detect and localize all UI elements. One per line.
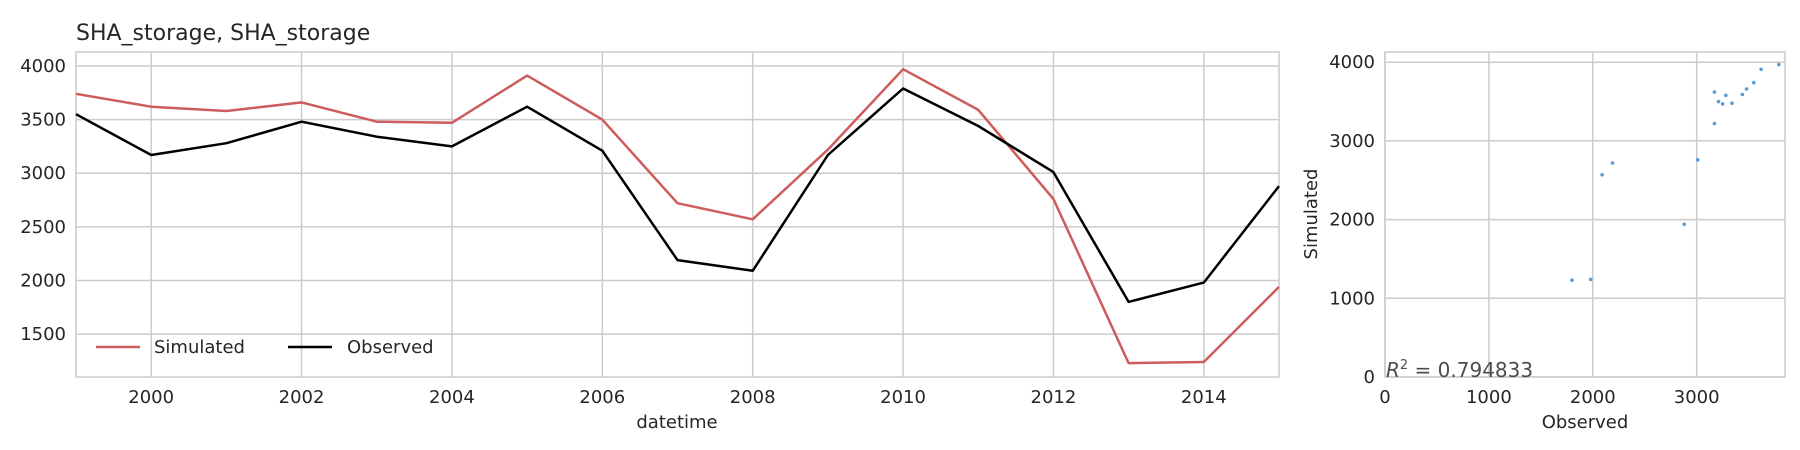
scatter-point bbox=[1712, 121, 1717, 126]
line-chart-y-ticks: 1500 2000 2500 3000 3500 4000 bbox=[20, 56, 66, 345]
x-tick-label: 2004 bbox=[429, 387, 475, 408]
x-tick-label: 2010 bbox=[880, 387, 926, 408]
scatter-point bbox=[1759, 67, 1763, 72]
x-tick-label: 2002 bbox=[279, 387, 325, 408]
legend-label-simulated: Simulated bbox=[154, 337, 245, 358]
y-tick-label: 0 bbox=[1364, 367, 1375, 388]
y-tick-label: 2000 bbox=[20, 270, 66, 291]
y-tick-label: 2500 bbox=[20, 217, 66, 238]
y-tick-label: 2000 bbox=[1329, 210, 1375, 231]
r-squared-value: = 0.794833 bbox=[1408, 358, 1533, 382]
scatter-point bbox=[1695, 158, 1700, 162]
r-squared-annotation: R2 = 0.794833 bbox=[1386, 358, 1533, 382]
x-tick-label: 3000 bbox=[1674, 387, 1720, 408]
line-chart-series bbox=[75, 67, 1280, 365]
scatter-chart-y-ticks: 0 1000 2000 3000 4000 bbox=[1329, 52, 1375, 388]
scatter-point bbox=[1744, 87, 1749, 91]
y-tick-label: 4000 bbox=[20, 56, 66, 77]
scatter-chart-x-label: Observed bbox=[1542, 412, 1629, 433]
scatter-point bbox=[1730, 101, 1734, 105]
scatter-point bbox=[1752, 80, 1756, 85]
scatter-chart-grid bbox=[1384, 52, 1785, 378]
x-tick-label: 2012 bbox=[1031, 387, 1077, 408]
x-tick-label: 2014 bbox=[1181, 387, 1227, 408]
scatter-chart-plot-area bbox=[1384, 51, 1786, 378]
scatter-point bbox=[1720, 102, 1725, 106]
line-chart-plot-area bbox=[75, 51, 1280, 378]
x-tick-label: 2006 bbox=[579, 387, 625, 408]
scatter-point bbox=[1600, 173, 1604, 177]
legend-label-observed: Observed bbox=[347, 337, 434, 358]
y-tick-label: 1500 bbox=[20, 324, 66, 345]
x-tick-label: 1000 bbox=[1466, 387, 1512, 408]
y-tick-label: 3000 bbox=[1329, 131, 1375, 152]
chart-title: SHA_storage, SHA_storage bbox=[76, 21, 370, 46]
x-tick-label: 0 bbox=[1379, 387, 1390, 408]
scatter-point bbox=[1716, 99, 1721, 104]
line-chart-x-label: datetime bbox=[636, 412, 717, 433]
line-chart: 2000 2002 2004 2006 2008 2010 2012 2014 1500 200… bbox=[20, 51, 1280, 433]
legend: Simulated Observed bbox=[96, 337, 434, 358]
series-line-observed bbox=[75, 87, 1280, 304]
x-tick-label: 2000 bbox=[128, 387, 174, 408]
scatter-point bbox=[1682, 222, 1686, 227]
x-tick-label: 2008 bbox=[730, 387, 776, 408]
scatter-chart-points bbox=[1570, 62, 1781, 283]
scatter-point bbox=[1588, 277, 1593, 282]
y-tick-label: 1000 bbox=[1329, 288, 1375, 309]
scatter-point bbox=[1777, 62, 1781, 67]
scatter-chart-x-ticks: 0 1000 2000 3000 bbox=[1379, 387, 1719, 408]
series-line-simulated bbox=[75, 67, 1280, 365]
x-tick-label: 2000 bbox=[1570, 387, 1616, 408]
scatter-point bbox=[1570, 278, 1574, 283]
scatter-chart: 0 1000 2000 3000 0 1000 2000 3000 4000 Observed… bbox=[1301, 51, 1786, 433]
y-tick-label: 4000 bbox=[1329, 52, 1375, 73]
scatter-chart-y-label: Simulated bbox=[1301, 169, 1322, 260]
y-tick-label: 3000 bbox=[20, 163, 66, 184]
scatter-point bbox=[1712, 90, 1717, 94]
line-chart-x-ticks: 2000 2002 2004 2006 2008 2010 2012 2014 bbox=[128, 387, 1226, 408]
scatter-point bbox=[1740, 92, 1745, 97]
r-squared-symbol: R bbox=[1386, 358, 1400, 382]
y-tick-label: 3500 bbox=[20, 110, 66, 131]
line-chart-grid bbox=[76, 52, 1279, 377]
scatter-point bbox=[1610, 161, 1615, 165]
scatter-point bbox=[1724, 93, 1728, 98]
